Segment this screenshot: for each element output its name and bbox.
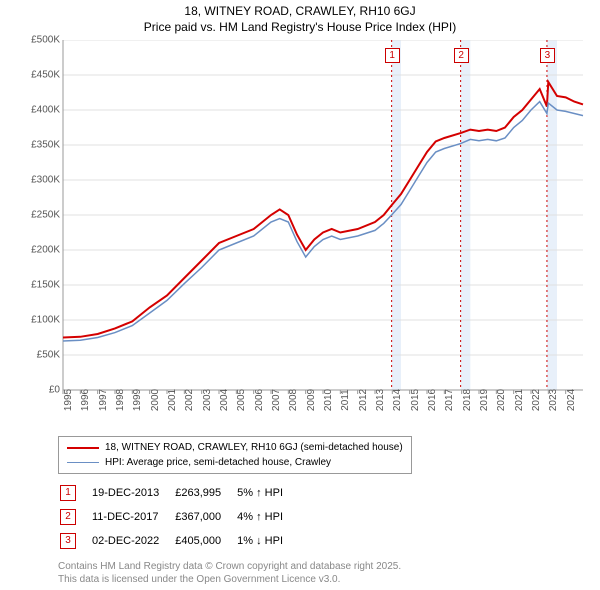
x-tick-label: 2009: [306, 389, 317, 411]
x-tick-label: 2016: [427, 389, 438, 411]
x-tick-label: 2015: [410, 389, 421, 411]
x-tick-label: 2019: [479, 389, 490, 411]
footer-attribution: Contains HM Land Registry data © Crown c…: [58, 560, 592, 586]
chart-marker: 3: [540, 48, 555, 63]
chart-marker: 2: [454, 48, 469, 63]
marker-row: 302-DEC-2022£405,0001% ↓ HPI: [60, 530, 297, 552]
x-tick-label: 2006: [254, 389, 265, 411]
legend-row: 18, WITNEY ROAD, CRAWLEY, RH10 6GJ (semi…: [67, 440, 403, 455]
footer-line: Contains HM Land Registry data © Crown c…: [58, 560, 592, 573]
y-tick-label: £200K: [31, 245, 60, 256]
marker-num: 3: [60, 530, 90, 552]
marker-date: 02-DEC-2022: [92, 530, 173, 552]
x-tick-label: 1999: [132, 389, 143, 411]
y-tick-label: £150K: [31, 280, 60, 291]
x-tick-label: 2005: [236, 389, 247, 411]
x-tick-label: 2003: [202, 389, 213, 411]
chart-title: 18, WITNEY ROAD, CRAWLEY, RH10 6GJ: [8, 4, 592, 18]
x-tick-label: 2001: [167, 389, 178, 411]
x-tick-label: 2021: [514, 389, 525, 411]
marker-price: £405,000: [175, 530, 235, 552]
marker-pct: 1% ↓ HPI: [237, 530, 297, 552]
x-tick-label: 2012: [358, 389, 369, 411]
x-tick-label: 1995: [63, 389, 74, 411]
x-tick-label: 2000: [150, 389, 161, 411]
marker-date: 11-DEC-2017: [92, 506, 173, 528]
x-tick-label: 2010: [323, 389, 334, 411]
y-tick-label: £300K: [31, 175, 60, 186]
marker-pct: 4% ↑ HPI: [237, 506, 297, 528]
y-tick-label: £400K: [31, 105, 60, 116]
chart-marker: 1: [385, 48, 400, 63]
marker-row: 119-DEC-2013£263,9955% ↑ HPI: [60, 482, 297, 504]
line-chart: [18, 40, 588, 430]
x-tick-label: 1997: [98, 389, 109, 411]
y-tick-label: £500K: [31, 35, 60, 46]
x-tick-label: 2024: [566, 389, 577, 411]
x-tick-label: 2004: [219, 389, 230, 411]
x-tick-label: 2013: [375, 389, 386, 411]
marker-pct: 5% ↑ HPI: [237, 482, 297, 504]
y-tick-label: £350K: [31, 140, 60, 151]
marker-num: 2: [60, 506, 90, 528]
legend-label: HPI: Average price, semi-detached house,…: [105, 455, 331, 470]
x-tick-label: 2017: [444, 389, 455, 411]
x-tick-label: 2014: [392, 389, 403, 411]
y-tick-label: £50K: [37, 350, 60, 361]
marker-date: 19-DEC-2013: [92, 482, 173, 504]
legend-row: HPI: Average price, semi-detached house,…: [67, 455, 403, 470]
chart-subtitle: Price paid vs. HM Land Registry's House …: [8, 20, 592, 34]
marker-table: 119-DEC-2013£263,9955% ↑ HPI211-DEC-2017…: [58, 480, 299, 554]
x-tick-label: 1996: [80, 389, 91, 411]
legend-label: 18, WITNEY ROAD, CRAWLEY, RH10 6GJ (semi…: [105, 440, 403, 455]
legend: 18, WITNEY ROAD, CRAWLEY, RH10 6GJ (semi…: [58, 436, 412, 474]
x-tick-label: 2008: [288, 389, 299, 411]
x-tick-label: 1998: [115, 389, 126, 411]
marker-num: 1: [60, 482, 90, 504]
x-tick-label: 2022: [531, 389, 542, 411]
legend-swatch: [67, 462, 99, 463]
y-tick-label: £250K: [31, 210, 60, 221]
legend-swatch: [67, 447, 99, 449]
y-tick-label: £100K: [31, 315, 60, 326]
footer-line: This data is licensed under the Open Gov…: [58, 573, 592, 586]
x-tick-label: 2023: [548, 389, 559, 411]
x-tick-label: 2020: [496, 389, 507, 411]
y-tick-label: £450K: [31, 70, 60, 81]
x-tick-label: 2011: [340, 389, 351, 411]
x-tick-label: 2002: [184, 389, 195, 411]
chart-area: £0 £50K £100K £150K £200K £250K £300K £350K £400…: [18, 40, 588, 430]
marker-price: £367,000: [175, 506, 235, 528]
x-tick-label: 2007: [271, 389, 282, 411]
marker-row: 211-DEC-2017£367,0004% ↑ HPI: [60, 506, 297, 528]
y-tick-label: £0: [49, 385, 60, 396]
x-tick-label: 2018: [462, 389, 473, 411]
marker-price: £263,995: [175, 482, 235, 504]
